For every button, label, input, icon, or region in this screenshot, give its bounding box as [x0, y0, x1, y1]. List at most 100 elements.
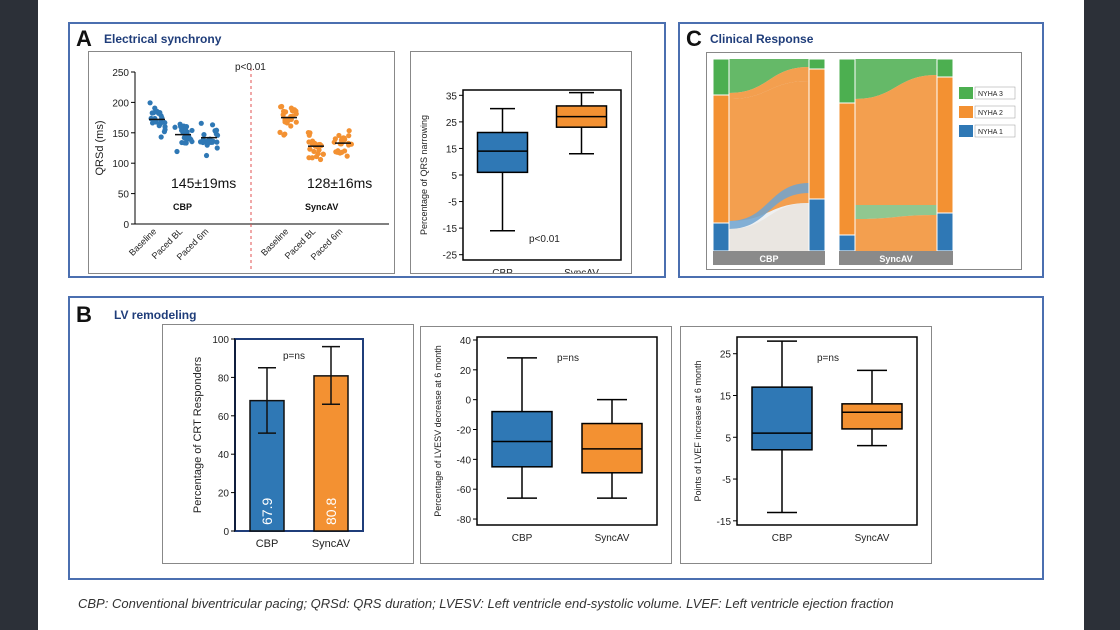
qrsd-point — [156, 123, 162, 129]
qrsd-point — [288, 123, 294, 129]
qrs-narrowing-chart: -25 -15 -5 5 15 25 35 CBP SyncAV p<0.01 Percentage… — [419, 89, 622, 279]
qrsd-point — [335, 148, 341, 154]
sankey-legend-box — [974, 86, 1016, 100]
qrs-narrowing-box-y-tick-label: 5 — [451, 171, 457, 182]
figure-caption: CBP: Conventional biventricular pacing; … — [78, 596, 894, 611]
sankey-syncav-left-stratum — [838, 102, 856, 236]
sankey-chart-box: CBP SyncAV NYHA 3 NYHA 2 NYHA 1 — [706, 52, 1022, 270]
crt-bar-cbp — [249, 399, 285, 532]
sankey-syncav-right-stratum — [936, 76, 954, 214]
qrs-narrowing-box-x-tick-label: SyncAV — [564, 268, 599, 273]
crt-y-tick-label: 40 — [218, 450, 230, 461]
crt-responders-chart: 0 20 40 60 80 100 67.9 CBP 80.8 SyncAV p=ns Percent… — [192, 335, 364, 550]
qrsd-point — [280, 112, 286, 118]
sankey-syncav-right-stratum — [936, 212, 954, 252]
sankey-cbp-label: CBP — [759, 254, 778, 264]
sankey-cbp-flow — [729, 67, 809, 99]
qrsd-y-tick-label: 250 — [112, 68, 129, 79]
qrsd-y-tick-label: 200 — [112, 98, 129, 109]
qrsd-point — [214, 132, 221, 138]
sankey-cbp-flow — [729, 59, 809, 93]
background-left — [0, 0, 38, 630]
qrs-narrowing-box-y-tick-label: -15 — [443, 224, 458, 235]
sankey-legend-swatch — [959, 125, 973, 137]
lvesv-box-box-cbp — [491, 410, 553, 468]
lvef-box-pvalue: p=ns — [817, 353, 839, 364]
panel-b: B LV remodeling 0 20 40 60 80 100 67.9 CBP 80.8 S… — [68, 296, 1044, 580]
crt-y-tick-label: 20 — [218, 489, 230, 500]
sankey-cbp-right-stratum — [808, 198, 826, 252]
qrsd-point — [181, 135, 187, 141]
lvesv-chart-box: -80 -60 -40 -20 0 20 40 CBP SyncAV p=ns Percentage… — [420, 326, 672, 564]
qrsd-point — [200, 139, 206, 146]
qrsd-point — [214, 145, 220, 151]
qrsd-point — [331, 139, 337, 145]
crt-bar-value-label: 67.9 — [259, 498, 275, 525]
qrsd-point — [306, 155, 312, 161]
lvef-box-x-tick-label: SyncAV — [855, 533, 890, 544]
lvef-chart: -15 -5 5 15 25 CBP SyncAV p=ns Points of LVEF in… — [693, 336, 918, 544]
qrsd-point — [311, 140, 318, 146]
qrsd-point — [182, 140, 188, 146]
slide: A Electrical synchrony 0 50 100 150 200 250 p<… — [38, 0, 1084, 630]
qrs-narrowing-box-x-tick-label: CBP — [492, 268, 513, 273]
lvef-box-y-tick-label: -15 — [717, 517, 732, 528]
crt-y-tick-label: 0 — [223, 527, 229, 538]
qrs-narrowing-chart-box: -25 -15 -5 5 15 25 35 CBP SyncAV p<0.01 Percentage… — [410, 51, 632, 279]
qrsd-point — [282, 131, 288, 137]
lvesv-box-y-tick-label: -80 — [457, 515, 472, 526]
qrsd-group-summary: 145±19ms — [171, 175, 236, 191]
crt-y-tick-label: 80 — [218, 373, 230, 384]
qrsd-point — [346, 133, 352, 139]
qrs-narrowing-box-y-tick-label: 25 — [446, 118, 458, 129]
sankey-syncav-right-stratum — [936, 58, 954, 78]
lvesv-box-y-tick-label: -60 — [457, 485, 472, 496]
sankey-cbp-flow — [729, 203, 809, 251]
qrsd-pvalue: p<0.01 — [235, 62, 266, 73]
qrsd-chart-box: 0 50 100 150 200 250 p<0.01 Baseline Paced BL Pac… — [88, 51, 395, 274]
qrsd-point — [307, 146, 313, 152]
qrsd-point — [198, 120, 204, 126]
sankey-syncav-flow — [855, 75, 937, 205]
lvesv-box-y-tick-label: -20 — [457, 426, 472, 437]
qrsd-point — [174, 148, 180, 155]
panel-c: C Clinical Response CBP SyncAV NYHA 3 NYHA … — [678, 22, 1044, 278]
sankey-cbp-footer — [713, 251, 825, 265]
qrsd-point — [162, 126, 168, 133]
lvesv-box-y-tick-label: 40 — [460, 336, 472, 347]
panel-b-letter: B — [76, 302, 92, 327]
qrsd-point — [189, 127, 195, 134]
lvef-box-y-tick-label: 15 — [720, 391, 732, 402]
sankey-cbp-right-stratum — [808, 58, 826, 70]
qrsd-point — [277, 129, 283, 135]
sankey-cbp-right-stratum — [808, 68, 826, 200]
lvef-chart-box: -15 -5 5 15 25 CBP SyncAV p=ns Points of LVEF in… — [680, 326, 932, 564]
lvesv-box-y-label: Percentage of LVESV decrease at 6 month — [433, 345, 443, 516]
lvesv-box-y-tick-label: 0 — [465, 396, 471, 407]
crt-pvalue: p=ns — [283, 351, 305, 362]
qrsd-group-summary: 128±16ms — [307, 175, 372, 191]
qrsd-y-tick-label: 150 — [112, 129, 129, 140]
qrsd-point — [317, 156, 324, 163]
qrsd-point — [311, 148, 317, 155]
lvef-box-box-cbp — [751, 386, 813, 451]
qrsd-point — [344, 153, 350, 159]
lvef-box-y-tick-label: 5 — [725, 433, 731, 444]
sankey-legend-label: NYHA 1 — [978, 129, 1003, 136]
crt-responders-chart-box: 0 20 40 60 80 100 67.9 CBP 80.8 SyncAV p=ns Percent… — [162, 324, 414, 564]
sankey-cbp-flow — [729, 81, 809, 221]
qrsd-point — [315, 151, 321, 157]
qrsd-point — [188, 136, 194, 143]
qrsd-point — [346, 128, 352, 134]
sankey-syncav-flow — [855, 59, 937, 99]
qrsd-point — [320, 151, 326, 157]
lvef-box-x-tick-label: CBP — [772, 533, 793, 544]
panel-c-letter: C — [686, 26, 702, 51]
lvef-box-y-label: Points of LVEF increase at 6 month — [693, 361, 703, 502]
sankey-legend-box — [974, 105, 1016, 119]
qrsd-point — [178, 124, 184, 130]
qrsd-point — [278, 104, 284, 110]
qrsd-point — [147, 100, 153, 106]
lvesv-box-y-tick-label: 20 — [460, 366, 472, 377]
